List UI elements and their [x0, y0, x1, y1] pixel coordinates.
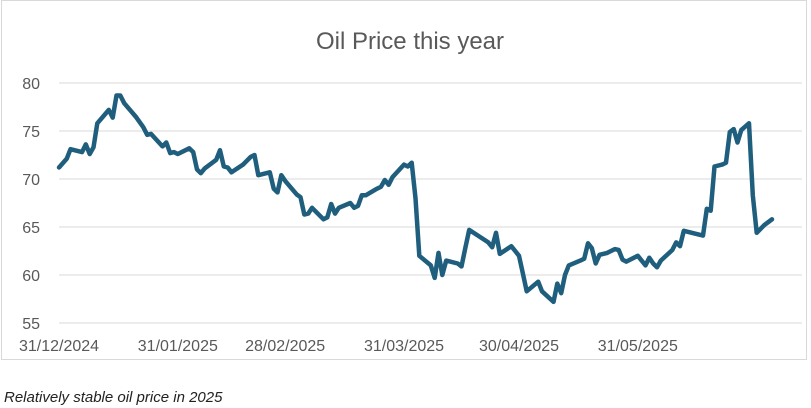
series-line-oil-price — [56, 93, 775, 305]
chart-title: Oil Price this year — [316, 28, 504, 55]
x-tick-label: 31/12/2024 — [19, 338, 99, 355]
y-axis-ticks: 55 60 65 70 75 80 — [22, 76, 40, 333]
x-tick-label: 31/03/2025 — [364, 338, 444, 355]
oil-price-chart: Oil Price this year 55 60 65 70 75 80 31/12/2… — [19, 28, 802, 355]
series-layer — [56, 93, 775, 305]
x-tick-label: 30/04/2025 — [479, 338, 559, 355]
x-axis-ticks: 31/12/2024 31/01/2025 28/02/2025 31/03/2025… — [19, 338, 678, 355]
x-tick-label: 31/01/2025 — [138, 338, 218, 355]
y-tick-label: 80 — [22, 76, 40, 93]
y-tick-label: 60 — [22, 268, 40, 285]
y-tick-label: 70 — [22, 172, 40, 189]
gridlines — [59, 82, 802, 324]
chart-caption: Relatively stable oil price in 2025 — [4, 389, 223, 406]
x-tick-label: 28/02/2025 — [245, 338, 325, 355]
y-tick-label: 65 — [22, 220, 40, 237]
y-tick-label: 75 — [22, 124, 40, 141]
x-tick-label: 31/05/2025 — [598, 338, 678, 355]
chart-frame: Oil Price this year 55 60 65 70 75 80 31/12/2… — [1, 0, 807, 360]
y-tick-label: 55 — [22, 316, 40, 333]
